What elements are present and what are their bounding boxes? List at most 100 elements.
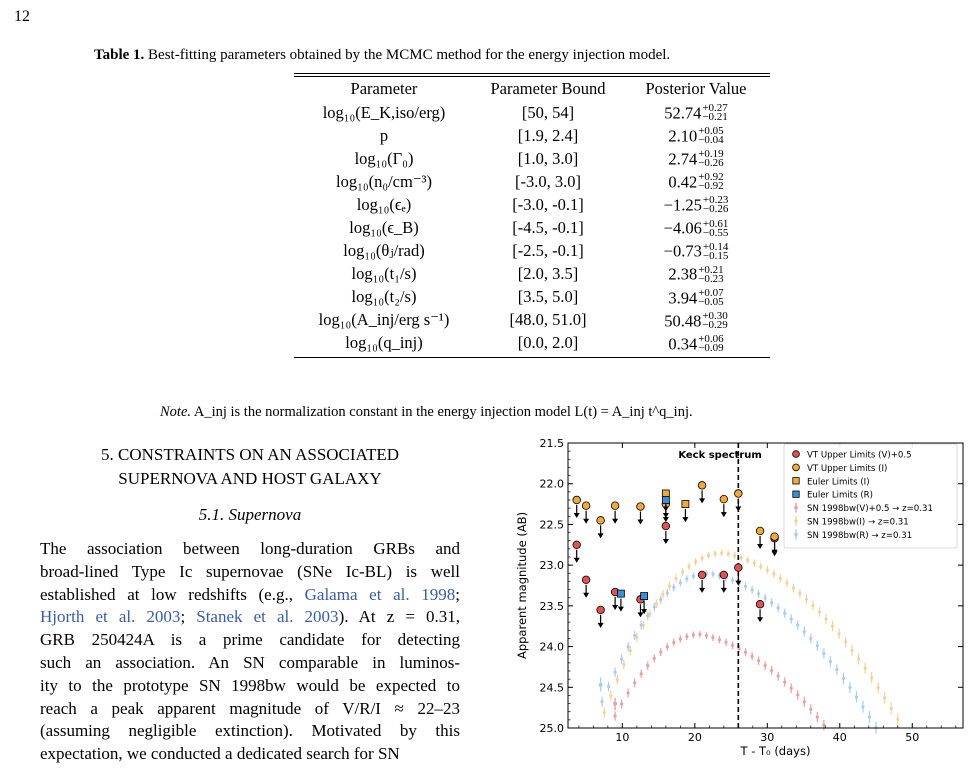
upper-limit-point — [661, 489, 670, 498]
template-point — [750, 654, 754, 658]
template-point — [691, 633, 695, 637]
template-point — [811, 603, 815, 608]
upper-limit-point — [610, 501, 620, 510]
template-point — [776, 606, 780, 610]
template-point — [711, 635, 715, 640]
keck-spectrum-label: Keck spectrum — [678, 450, 762, 461]
y-tick-label: 24.5 — [540, 681, 565, 694]
upper-limit-point — [581, 575, 591, 584]
legend-box — [783, 443, 958, 549]
upper-limit-arrow-head — [583, 518, 590, 524]
posterior-lower-error: −0.21 — [702, 111, 728, 124]
param-cell: p — [379, 125, 389, 145]
template-point — [602, 710, 606, 715]
citation-link[interactable]: Galama et al. 1998 — [304, 584, 456, 604]
template-point — [717, 638, 722, 642]
template-point — [613, 714, 617, 718]
table-row: log₁₀(ϵₑ) [-3.0, -0.1] −1.25 +0.23 −0.26 — [294, 193, 770, 216]
table-caption: Table 1. Best-fitting parameters obtaine… — [94, 47, 670, 64]
posterior-value: 3.94 — [668, 287, 698, 307]
template-point — [606, 684, 611, 689]
y-tick-label: 23.0 — [540, 559, 565, 572]
template-point — [615, 678, 619, 682]
template-point — [661, 592, 665, 596]
citation-link[interactable]: Hjorth et al. 2003 — [40, 607, 181, 627]
param-cell: log₁₀(E_K,iso/erg) — [322, 102, 446, 122]
plot-frame — [567, 442, 964, 729]
table-caption-label: Table 1. — [94, 47, 145, 63]
template-point — [870, 676, 874, 680]
posterior-lower-error: −0.09 — [698, 341, 724, 354]
sn1998bw-r-early-point — [598, 682, 603, 687]
upper-limit-point — [636, 502, 645, 511]
posterior-lower-error: −0.15 — [702, 249, 729, 262]
upper-limit-arrow-head — [720, 512, 727, 518]
template-point — [772, 572, 776, 576]
posterior-lower-error: −0.23 — [698, 272, 724, 285]
template-point — [857, 657, 861, 661]
bound-cell: [-2.5, -0.1] — [512, 241, 584, 261]
template-point — [837, 632, 841, 636]
template-point — [707, 553, 711, 558]
template-point — [789, 686, 793, 690]
upper-limit-point — [719, 494, 729, 504]
col-header-parameter: Parameter — [350, 79, 418, 98]
template-point — [796, 623, 800, 627]
param-cell: log₁₀(n₀/cm⁻³) — [336, 171, 432, 191]
bound-cell: [0.0, 2.0] — [517, 333, 579, 353]
col-header-posterior: Posterior Value — [645, 79, 747, 98]
template-point — [678, 581, 682, 585]
paragraph-line: such an association. An SN comparable in… — [40, 652, 460, 672]
template-point — [757, 659, 761, 663]
table-row: log₁₀(q_inj) [0.0, 2.0] 0.34 +0.06 −0.09 — [294, 332, 770, 355]
template-point — [652, 605, 656, 609]
upper-limit-arrow-head — [662, 513, 669, 518]
posterior-value: 2.74 — [668, 149, 698, 169]
citation-link[interactable]: Stanek et al. 2003 — [196, 607, 339, 627]
param-cell: log₁₀(t₂/s) — [351, 287, 417, 307]
template-point — [809, 707, 813, 711]
template-point — [802, 700, 806, 704]
upper-limit-point — [719, 570, 729, 580]
posterior-cell: −0.73 +0.14 −0.15 — [622, 239, 770, 262]
template-point — [791, 586, 796, 590]
upper-limit-arrow-head — [735, 580, 742, 586]
upper-limit-arrow-head — [597, 533, 604, 539]
upper-limit-point — [572, 495, 581, 505]
upper-limit-point — [697, 570, 707, 580]
upper-limit-arrow-head — [720, 587, 727, 593]
posterior-lower-error: −0.29 — [702, 318, 728, 331]
legend-marker — [792, 477, 800, 485]
posterior-cell: 50.48 +0.30 −0.29 — [622, 309, 770, 332]
posterior-upper-error: +0.23 — [702, 194, 729, 207]
posterior-value: 0.42 — [668, 172, 698, 192]
x-tick-label: 20 — [688, 731, 702, 744]
posterior-cell: −4.06 +0.61 −0.55 — [622, 216, 770, 239]
legend-marker — [792, 450, 800, 458]
posterior-value: −0.73 — [663, 241, 702, 261]
template-point — [678, 637, 682, 641]
table-row: log₁₀(t₂/s) [3.5, 5.0] 3.94 +0.07 −0.05 — [294, 286, 770, 309]
template-point — [750, 588, 754, 592]
template-point — [815, 715, 819, 719]
posterior-upper-error: +0.30 — [702, 309, 728, 322]
legend-label: VT Upper Limits (I) — [807, 464, 887, 474]
upper-limit-point — [596, 516, 605, 525]
template-point — [770, 669, 774, 673]
template-point — [789, 617, 793, 621]
upper-limit-arrow-head — [641, 609, 648, 615]
paragraph-line: broad-lined Type Ic supernovae (SNe Ic-B… — [40, 561, 460, 581]
template-point — [770, 601, 774, 605]
template-point — [896, 717, 900, 722]
y-tick-label: 22.0 — [540, 478, 565, 491]
sn1998bw-r-curve — [600, 570, 878, 734]
upper-limit-arrow-head — [617, 606, 624, 612]
upper-limit-point — [697, 481, 707, 490]
table-row: log₁₀(A_inj/erg s⁻¹) [48.0, 51.0] 50.48 +0.… — [294, 309, 770, 332]
template-point — [850, 648, 854, 652]
template-point — [726, 552, 730, 556]
posterior-upper-error: +0.27 — [702, 102, 728, 115]
posterior-lower-error: −0.55 — [702, 226, 729, 239]
template-point — [743, 584, 748, 588]
param-cell: log₁₀(A_inj/erg s⁻¹) — [318, 310, 450, 330]
